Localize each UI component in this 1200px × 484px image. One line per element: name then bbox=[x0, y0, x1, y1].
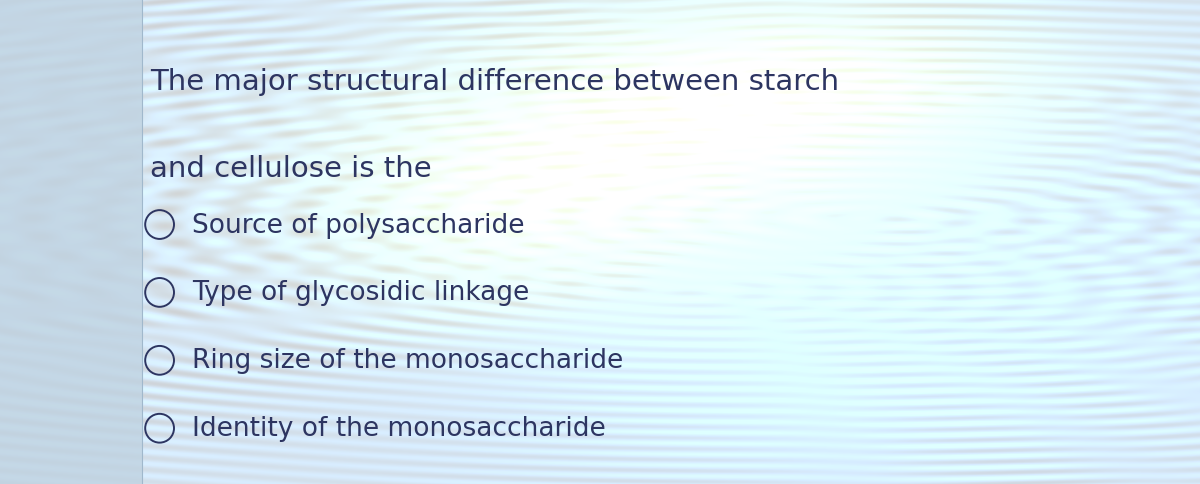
Bar bbox=[142, 0, 1200, 484]
Text: Ring size of the monosaccharide: Ring size of the monosaccharide bbox=[192, 348, 623, 374]
Text: and cellulose is the: and cellulose is the bbox=[150, 155, 432, 183]
Text: Source of polysaccharide: Source of polysaccharide bbox=[192, 212, 524, 238]
Text: Type of glycosidic linkage: Type of glycosidic linkage bbox=[192, 280, 529, 306]
Bar bbox=[0, 0, 142, 484]
Text: The major structural difference between starch: The major structural difference between … bbox=[150, 68, 839, 96]
Text: Identity of the monosaccharide: Identity of the monosaccharide bbox=[192, 415, 606, 441]
